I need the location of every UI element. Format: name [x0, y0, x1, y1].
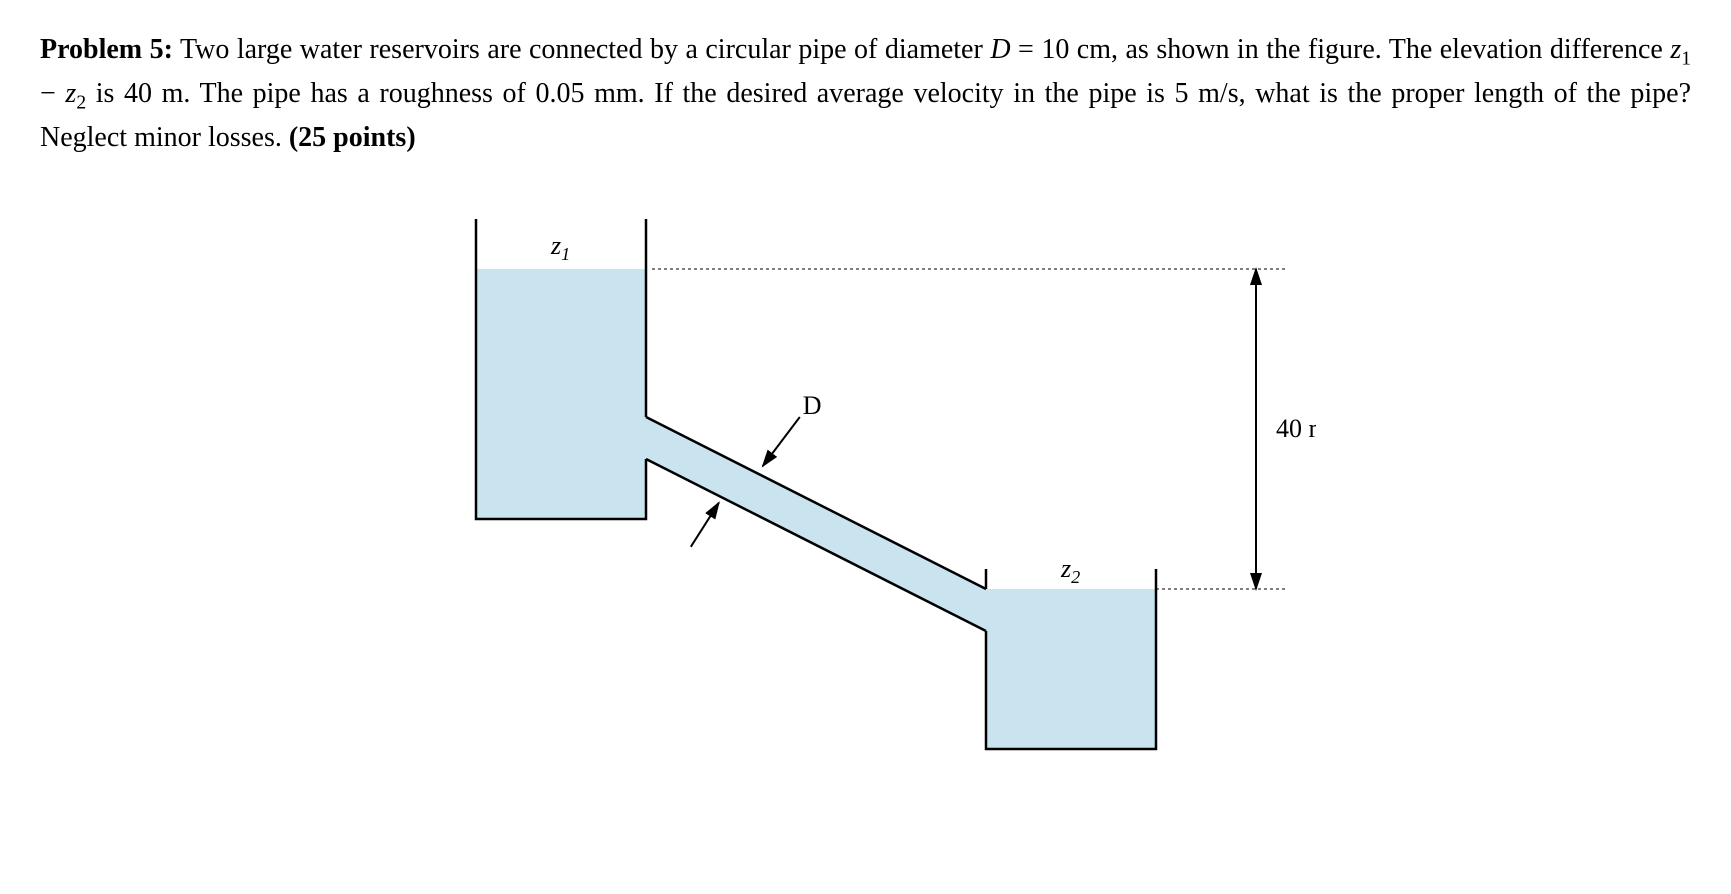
text-part-1: Two large water reservoirs are connected…	[180, 34, 990, 65]
problem-label: Problem 5:	[40, 34, 173, 65]
svg-text:z1: z1	[550, 231, 570, 264]
svg-text:D: D	[802, 391, 821, 420]
var-z1: z	[1670, 34, 1681, 65]
sub-2: 2	[76, 93, 86, 114]
var-D: D	[990, 34, 1010, 65]
text-part-2: is 40 m. The pipe has a roughness of 0.0…	[40, 78, 1691, 153]
minus: −	[40, 78, 65, 109]
problem-statement: Problem 5: Two large water reservoirs ar…	[40, 30, 1691, 159]
points: (25 points)	[289, 122, 416, 153]
diagram-container: z1 z2 D 40 m	[40, 199, 1691, 759]
sub-1: 1	[1681, 49, 1691, 70]
svg-text:40 m: 40 m	[1276, 414, 1316, 443]
var-z2: z	[65, 78, 76, 109]
svg-text:z2: z2	[1060, 554, 1080, 587]
eq-text: = 10 cm, as shown in the figure. The ele…	[1011, 34, 1671, 65]
reservoir-diagram: z1 z2 D 40 m	[416, 199, 1316, 759]
